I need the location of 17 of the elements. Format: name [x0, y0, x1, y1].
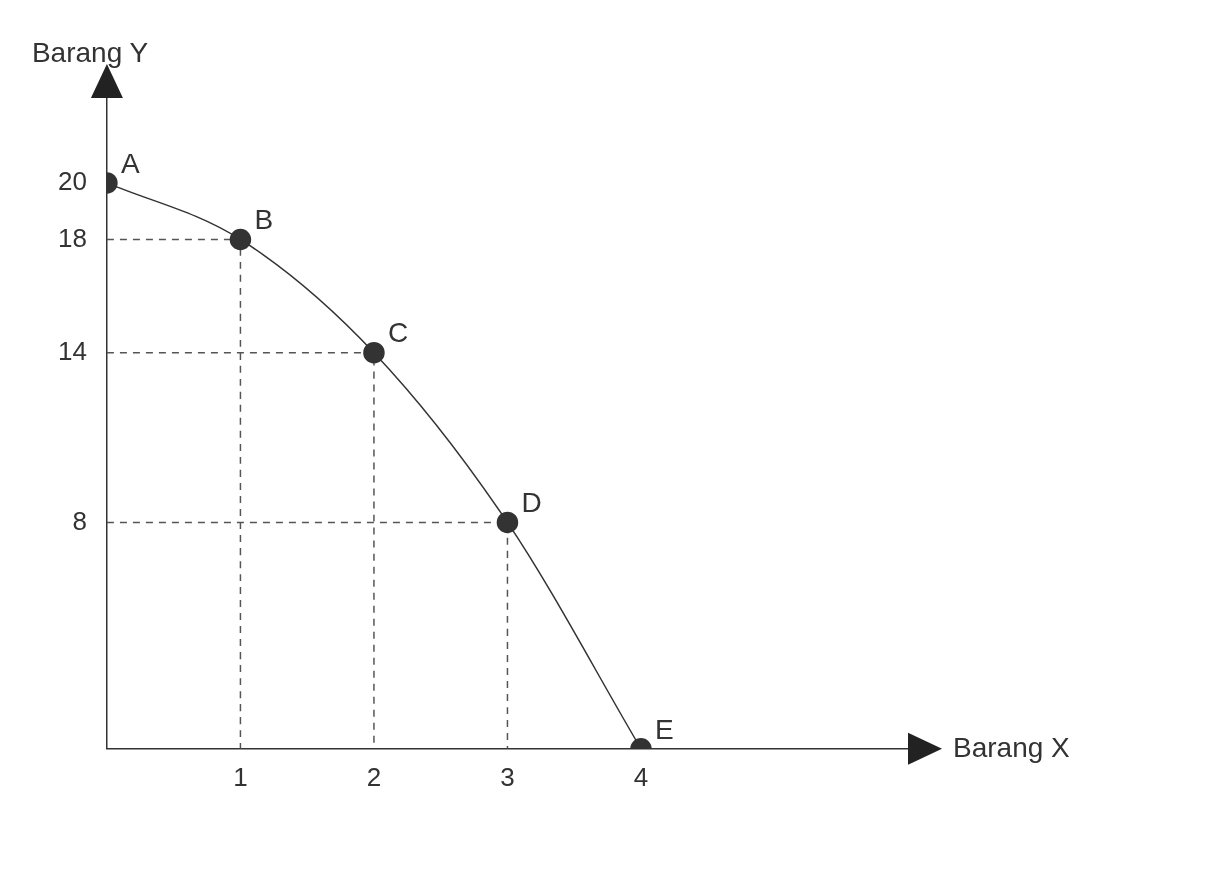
annotation: E	[654, 713, 674, 745]
y-tick-label: 18	[58, 222, 87, 253]
x-tick-label: 3	[500, 761, 515, 792]
annotation: D	[521, 487, 542, 519]
point	[363, 341, 385, 364]
x-tick-label: 1	[233, 761, 248, 792]
annotation: C	[387, 317, 409, 349]
x-tick-label: 2	[366, 761, 382, 792]
y-tick-label: 8	[72, 505, 87, 536]
y-tick-label: 20	[58, 166, 87, 197]
x-tick-label: 4	[633, 761, 649, 792]
y-tick-label: 14	[58, 335, 87, 366]
x-axis-title: Barang X	[953, 731, 1071, 763]
annotation: A	[120, 147, 140, 179]
annotation: B	[254, 204, 274, 236]
point	[229, 228, 252, 251]
y-axis-title: Barang Y	[31, 36, 149, 68]
